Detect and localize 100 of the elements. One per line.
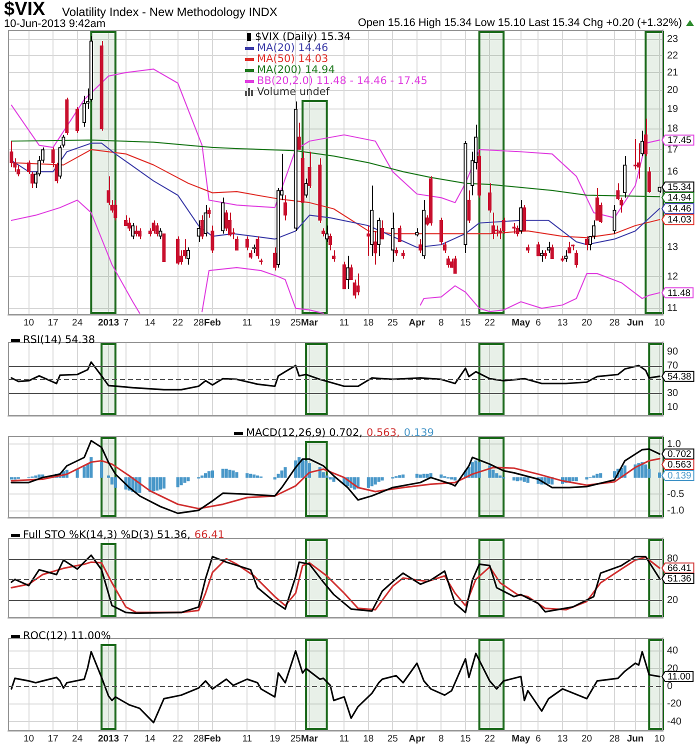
candlestick [152, 220, 156, 234]
candlestick [114, 200, 118, 221]
x-tick-label: 10 [654, 733, 665, 744]
bar [90, 457, 93, 478]
x-tick-label: 8 [438, 733, 444, 744]
bar [648, 468, 651, 478]
x-tick-label: 18 [363, 733, 374, 744]
bar [158, 477, 162, 490]
x-tick-label: May [512, 733, 531, 744]
y-tick-label: 19 [667, 104, 679, 115]
candlestick [633, 138, 638, 170]
bar [328, 477, 332, 480]
candlestick [522, 204, 526, 232]
x-tick-label: 22 [484, 733, 496, 744]
bar [380, 477, 384, 481]
candlestick [297, 122, 301, 150]
annotation: 0.139 [404, 427, 434, 439]
data-label: 14.03 [668, 214, 692, 226]
candlestick [494, 225, 498, 237]
bar [221, 468, 224, 478]
text: 10-Jun-2013 9:42am [4, 18, 106, 30]
bar [644, 464, 648, 478]
bar [224, 468, 228, 478]
x-tick-label: 19 [270, 733, 280, 744]
x-tick-label: 11 [242, 317, 252, 328]
bar [162, 477, 166, 489]
candlestick [374, 230, 378, 266]
y-tick-label: -1.0 [667, 506, 685, 517]
bar [180, 477, 183, 486]
candlestick [516, 225, 520, 237]
bar [426, 474, 429, 478]
bar [612, 471, 616, 478]
candlestick [204, 204, 208, 237]
bar [377, 477, 380, 482]
y-tick-label: -20 [667, 698, 682, 710]
y-tick-label: -40 [667, 716, 682, 728]
candlestick [82, 95, 86, 128]
candlestick [62, 134, 66, 148]
candlestick [488, 182, 492, 214]
x-tick-label: 11 [242, 733, 252, 744]
candlestick [210, 225, 214, 254]
candlestick [200, 214, 204, 240]
x-tick-label: 28 [609, 733, 620, 744]
bar [512, 477, 516, 481]
candlestick [512, 222, 516, 234]
bar [402, 474, 405, 478]
x-tick-label: 22 [172, 733, 184, 744]
series-label: 0.139 [668, 470, 692, 482]
x-tick-label: Jun [626, 317, 644, 328]
bar [492, 470, 495, 478]
x-tick-label: Feb [204, 317, 222, 328]
candlestick [273, 246, 277, 272]
bar [574, 477, 578, 482]
data-label: 54.38 [668, 371, 692, 382]
bar [280, 470, 284, 478]
candlestick [10, 140, 14, 168]
bar [366, 477, 370, 488]
data-label: 14.94 [668, 192, 692, 204]
text: Open 15.16 High 15.34 Low 15.10 Last 15.34 Chg +0.20 (+1.32%) [358, 17, 682, 29]
bar [519, 477, 522, 481]
candlestick [564, 250, 568, 262]
x-tick-label: 13 [557, 317, 568, 328]
x-tick-label: 7 [123, 733, 128, 744]
candlestick [356, 273, 360, 296]
y-tick-label: 40 [667, 646, 679, 657]
data-label: 11.00 [668, 672, 691, 683]
candlestick [352, 279, 356, 299]
data-label: 66.41 [668, 563, 692, 574]
x-tick-label: 24 [72, 733, 83, 744]
bar [418, 474, 422, 478]
y-tick-label: 16 [667, 166, 679, 178]
x-tick-label: 25 [290, 733, 301, 744]
bar [440, 474, 443, 478]
x-tick-label: 25 [290, 317, 301, 328]
text: 15.34 [668, 182, 692, 194]
bar [516, 477, 519, 482]
x-tick-label: 15 [460, 317, 471, 328]
candlestick [134, 225, 138, 237]
bar [273, 477, 276, 480]
y-tick-label: 1.0 [667, 438, 682, 450]
legend-label: $VIX (Daily) 15.34 [255, 31, 351, 43]
candlestick [546, 241, 550, 254]
candlestick [332, 250, 336, 262]
x-tick-label: 13 [557, 733, 568, 744]
data-label: 11.48 [668, 288, 691, 299]
bar [454, 477, 457, 481]
y-tick-label: 18 [667, 124, 679, 135]
bar [207, 471, 211, 478]
candlestick [467, 190, 471, 224]
y-tick-label: 13 [667, 242, 679, 254]
annotation: Volume undef [257, 86, 330, 98]
x-tick-label: 20 [581, 733, 592, 744]
bar [276, 474, 280, 478]
bar [422, 474, 426, 478]
x-tick-label: 11 [339, 733, 350, 744]
x-tick-label: 10 [654, 317, 665, 328]
x-tick-label: 15 [460, 733, 471, 744]
x-tick-label: Mar [301, 317, 318, 328]
data-label: 17.45 [668, 135, 692, 146]
bar [176, 477, 180, 488]
